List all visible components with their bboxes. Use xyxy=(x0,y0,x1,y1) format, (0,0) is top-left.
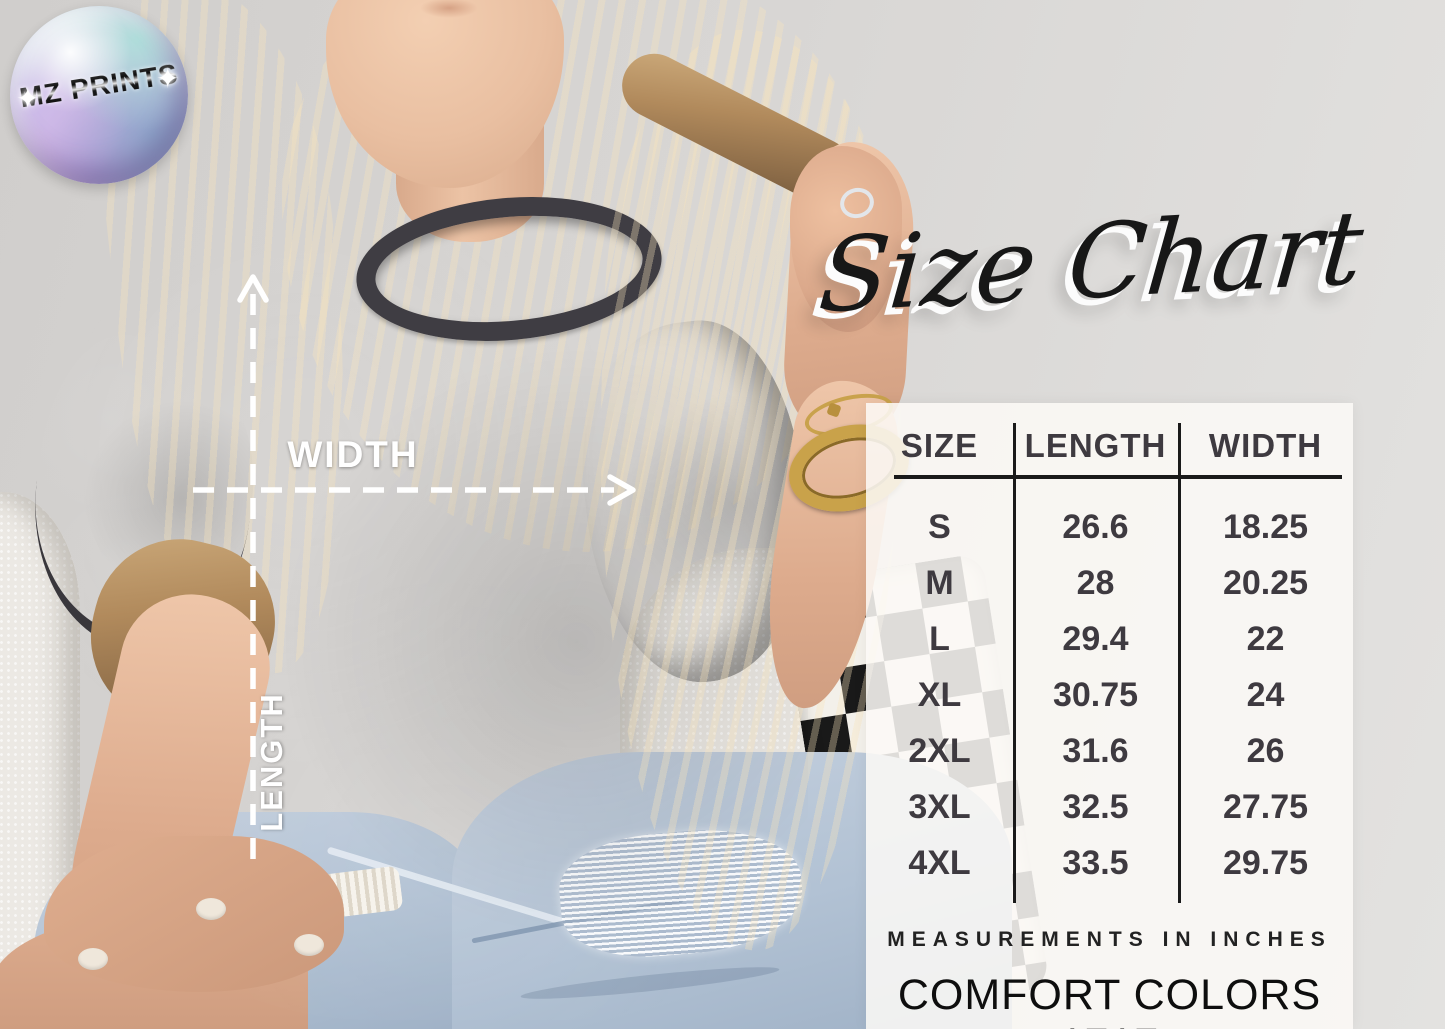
length-cell: 29.4 xyxy=(1062,619,1129,658)
size-cell: L xyxy=(929,619,950,658)
model-nose xyxy=(420,0,478,18)
size-cell: M xyxy=(925,563,954,602)
width-cell: 24 xyxy=(1246,675,1285,714)
page-title: Size Chart xyxy=(814,188,1368,337)
table-header-underline xyxy=(894,475,1342,479)
size-cell: 4XL xyxy=(908,843,971,882)
sparkle-icon: ✦ xyxy=(16,83,40,114)
size-cell: S xyxy=(928,507,951,546)
couch-arm-left xyxy=(0,492,80,1029)
width-cell: 29.75 xyxy=(1222,843,1309,882)
product-name: COMFORT COLORS 1717 xyxy=(897,971,1322,1029)
length-cell: 30.75 xyxy=(1052,675,1139,714)
model-right-hand-in-hair xyxy=(790,146,902,332)
width-annotation-label: WIDTH xyxy=(287,434,419,475)
length-cell: 32.5 xyxy=(1062,787,1129,826)
brand-logo-sphere: ✦ ✦ MZ PRINTS xyxy=(10,6,188,184)
size-chart-panel: SIZE LENGTH WIDTH S 26.6 18.25 M 28 20.2… xyxy=(866,403,1353,1029)
size-cell: 2XL xyxy=(908,731,971,770)
length-cell: 31.6 xyxy=(1062,731,1129,770)
length-annotation-label: LENGTH xyxy=(254,692,289,832)
length-cell: 26.6 xyxy=(1062,507,1129,546)
measurements-note: MEASUREMENTS IN INCHES xyxy=(887,928,1332,951)
width-cell: 20.25 xyxy=(1222,563,1309,602)
width-cell: 22 xyxy=(1246,619,1285,658)
length-cell: 28 xyxy=(1076,563,1115,602)
size-cell: 3XL xyxy=(908,787,971,826)
width-cell: 26 xyxy=(1246,731,1285,770)
model-lips xyxy=(394,26,502,80)
table-header-row: SIZE LENGTH WIDTH xyxy=(866,417,1353,475)
width-cell: 18.25 xyxy=(1222,507,1309,546)
fingernail xyxy=(196,898,226,920)
sparkle-icon: ✦ xyxy=(156,63,180,94)
table-column-divider xyxy=(1013,423,1016,903)
table-column-divider xyxy=(1178,423,1181,903)
column-header-width: WIDTH xyxy=(1208,427,1323,464)
column-header-length: LENGTH xyxy=(1024,427,1167,464)
fingernail xyxy=(78,948,108,970)
fingernail xyxy=(294,934,324,956)
table-body: S 26.6 18.25 M 28 20.25 L 29.4 22 XL 30.… xyxy=(866,499,1353,891)
length-cell: 33.5 xyxy=(1062,843,1129,882)
size-cell: XL xyxy=(917,675,962,714)
width-cell: 27.75 xyxy=(1222,787,1309,826)
column-header-size: SIZE xyxy=(900,427,979,464)
